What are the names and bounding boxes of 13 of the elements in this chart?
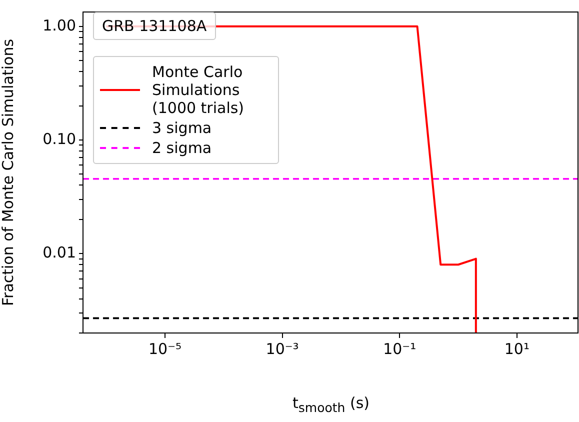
- x-tick-label: 10⁻⁵: [148, 340, 182, 358]
- y-tick-label: 1.00: [42, 16, 76, 34]
- y-tick-label: 0.10: [42, 130, 76, 148]
- annotation: GRB 131108A: [93, 12, 216, 40]
- y-tick-label: 0.01: [42, 244, 76, 262]
- x-tick-label: 10⁻³: [266, 340, 299, 358]
- x-tick-label: 10¹: [504, 340, 530, 358]
- x-axis-title: t$_{smooth}$ (s): [292, 394, 370, 415]
- legend-label: 3 sigma: [152, 119, 212, 137]
- legend-label: Monte Carlo Simulations (1000 trials): [152, 63, 246, 117]
- legend-label: 2 sigma: [152, 139, 212, 157]
- y-axis-title: Fraction of Monte Carlo Simulations: [0, 38, 17, 306]
- x-tick-label: 10⁻¹: [383, 340, 416, 358]
